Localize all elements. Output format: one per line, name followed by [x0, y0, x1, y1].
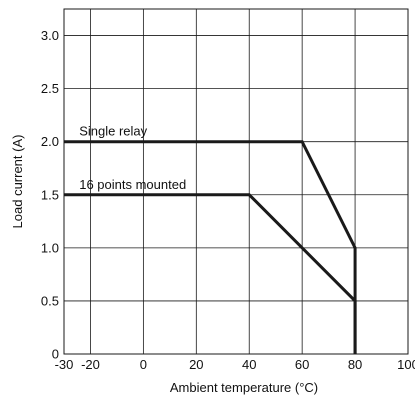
y-tick-label: 0	[52, 347, 59, 362]
x-tick-label: 80	[348, 357, 362, 372]
x-tick-label: 60	[295, 357, 309, 372]
x-tick-label: -30	[55, 357, 74, 372]
x-tick-label: 20	[189, 357, 203, 372]
x-tick-labels: -30 -20 0 20 40 60 80 100	[55, 357, 415, 372]
plot-frame	[63, 8, 409, 355]
y-tick-label: 1.0	[41, 240, 59, 255]
series-annotation-2: 16 points mounted	[79, 177, 186, 192]
annotation-layer: Single relay 16 points mounted	[79, 124, 186, 192]
x-tick-label: 100	[397, 357, 415, 372]
x-tick-label: 40	[242, 357, 256, 372]
y-tick-label: 1.5	[41, 187, 59, 202]
series-line-2	[64, 193, 357, 354]
y-tick-label: 0.5	[41, 293, 59, 308]
y-tick-label: 2.0	[41, 134, 59, 149]
y-tick-label: 3.0	[41, 28, 59, 43]
y-axis-label: Load current (A)	[10, 135, 25, 229]
y-tick-labels: 0 0.5 1.0 1.5 2.0 2.5 3.0	[41, 28, 59, 361]
series-annotation-1: Single relay	[79, 124, 147, 139]
y-tick-label: 2.5	[41, 81, 59, 96]
x-tick-label: 0	[140, 357, 147, 372]
x-tick-label: -20	[81, 357, 100, 372]
series-layer	[64, 140, 357, 354]
x-axis-label: Ambient temperature (°C)	[170, 380, 318, 395]
